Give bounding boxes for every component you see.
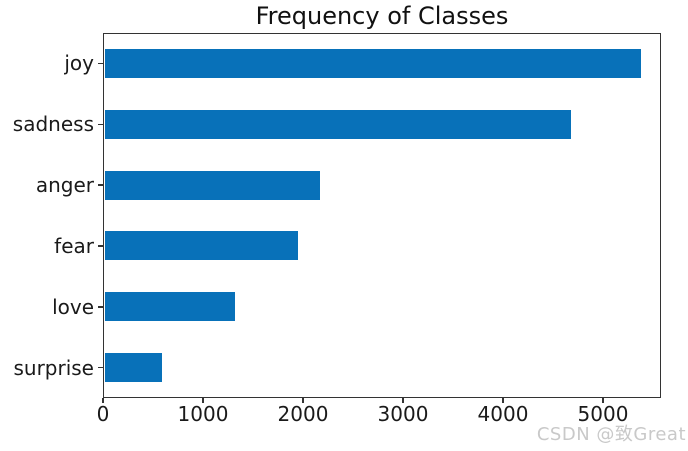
xtick-mark [302, 398, 304, 403]
xtick-label-2000: 2000 [277, 402, 329, 426]
ytick-label-sadness: sadness [12, 112, 94, 137]
bar-love [104, 292, 235, 322]
xtick-mark [202, 398, 204, 403]
watermark: CSDN @致Great [536, 424, 686, 445]
xtick-label-3000: 3000 [377, 402, 429, 426]
plot-area [103, 33, 661, 398]
xtick-label-0: 0 [96, 402, 110, 426]
ytick-mark [98, 184, 103, 186]
bar-fear [104, 231, 299, 261]
ytick-label-joy: joy [64, 51, 94, 76]
bar-surprise [104, 353, 162, 383]
xtick-label-1000: 1000 [177, 402, 229, 426]
bar-joy [104, 48, 641, 78]
xtick-mark [402, 398, 404, 403]
xtick-mark [102, 398, 104, 403]
bar-sadness [104, 109, 572, 139]
xtick-mark [602, 398, 604, 403]
xtick-mark [502, 398, 504, 403]
xtick-label-5000: 5000 [577, 402, 629, 426]
ytick-label-love: love [52, 294, 94, 319]
ytick-mark [98, 245, 103, 247]
bar-anger [104, 170, 321, 200]
ytick-mark [98, 62, 103, 65]
ytick-label-surprise: surprise [13, 355, 94, 380]
chart-title: Frequency of Classes [255, 2, 509, 30]
ytick-mark [98, 306, 103, 308]
ytick-label-anger: anger [35, 173, 94, 198]
xtick-label-4000: 4000 [477, 402, 529, 426]
ytick-label-fear: fear [54, 233, 94, 258]
ytick-mark [98, 123, 103, 125]
ytick-mark [98, 366, 103, 369]
